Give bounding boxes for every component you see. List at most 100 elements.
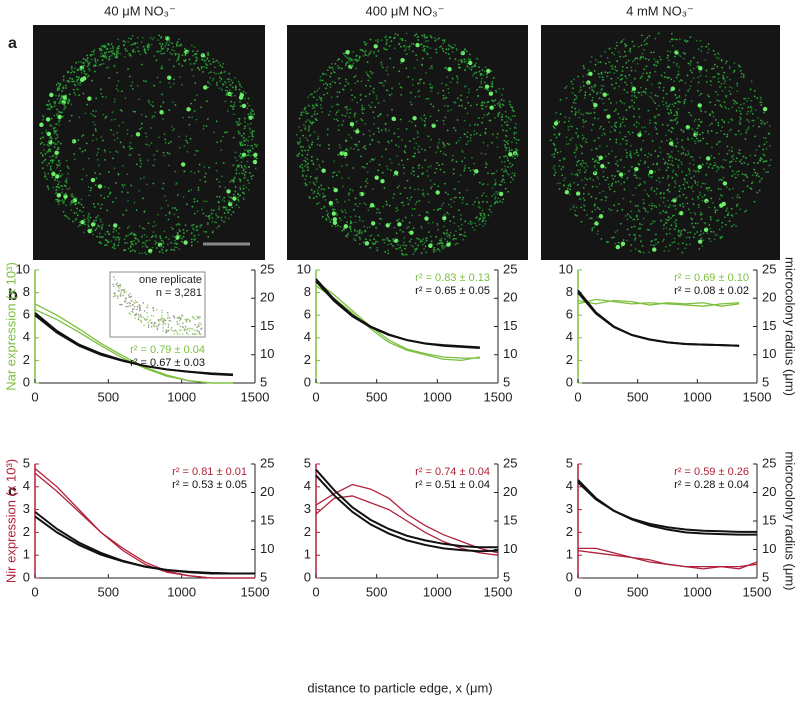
colony <box>127 192 129 194</box>
colony <box>423 114 425 116</box>
colony <box>118 125 120 127</box>
colony <box>99 218 101 220</box>
inset-dot <box>147 322 149 324</box>
colony <box>693 236 695 238</box>
colony <box>141 41 143 43</box>
colony <box>674 180 676 182</box>
inset-dot <box>153 315 155 317</box>
colony <box>490 91 492 93</box>
colony <box>149 239 151 241</box>
colony <box>314 177 316 179</box>
colony <box>227 212 229 214</box>
colony <box>583 85 585 87</box>
colony <box>729 188 731 190</box>
colony <box>79 84 81 86</box>
colony <box>64 198 66 200</box>
colony <box>572 92 574 94</box>
colony <box>731 156 733 158</box>
inset-dot <box>132 304 134 306</box>
colony <box>59 181 61 183</box>
colony <box>422 172 424 174</box>
colony <box>411 43 413 45</box>
colony <box>676 113 678 115</box>
colony <box>740 104 742 106</box>
colony <box>585 169 587 171</box>
colony <box>745 175 747 177</box>
colony <box>606 109 608 111</box>
colony <box>514 157 516 159</box>
colony <box>238 206 240 208</box>
colony <box>707 52 709 54</box>
inset-dot <box>127 306 129 308</box>
colony <box>90 189 92 191</box>
colony <box>567 188 569 190</box>
colony <box>650 240 652 242</box>
colony <box>354 82 356 84</box>
colony <box>477 95 479 97</box>
colony <box>96 154 98 156</box>
colony <box>107 43 109 45</box>
colony <box>653 58 655 60</box>
colony <box>200 106 202 108</box>
colony <box>579 169 581 171</box>
colony <box>444 238 446 240</box>
colony <box>402 220 404 222</box>
colony <box>367 209 369 211</box>
colony <box>97 203 99 205</box>
inset-dot <box>131 311 133 313</box>
colony <box>375 55 377 57</box>
colony <box>460 137 462 139</box>
colony <box>566 85 568 87</box>
colony <box>331 225 333 227</box>
colony <box>201 59 203 61</box>
colony <box>356 231 358 233</box>
colony <box>87 222 89 224</box>
colony <box>219 186 221 188</box>
colony <box>707 190 709 192</box>
colony <box>474 229 476 231</box>
colony <box>359 216 361 218</box>
colony <box>666 105 668 107</box>
colony <box>697 62 699 64</box>
colony <box>146 136 148 138</box>
colony <box>612 178 614 180</box>
colony <box>599 97 601 99</box>
colony <box>196 119 198 121</box>
colony <box>590 196 592 198</box>
colony <box>484 217 486 219</box>
colony <box>397 209 399 211</box>
colony <box>416 59 418 61</box>
colony <box>228 81 230 83</box>
colony <box>329 221 331 223</box>
colony <box>441 82 443 84</box>
colony <box>635 248 637 250</box>
colony <box>455 58 457 60</box>
colony <box>108 233 110 235</box>
colony <box>134 251 136 253</box>
colony <box>334 171 336 173</box>
colony <box>676 197 678 199</box>
colony <box>467 112 469 114</box>
colony <box>327 69 329 71</box>
colony <box>197 50 199 52</box>
colony <box>369 239 371 241</box>
colony <box>669 228 671 230</box>
colony <box>212 79 214 81</box>
colony <box>111 119 113 121</box>
colony <box>678 96 680 98</box>
colony <box>677 108 679 110</box>
colony <box>132 249 134 251</box>
colony <box>180 45 182 47</box>
colony <box>427 40 429 42</box>
colony <box>142 227 144 229</box>
colony <box>629 48 631 50</box>
y2-tick-label: 10 <box>503 541 517 556</box>
colony <box>218 87 220 89</box>
colony <box>369 130 371 132</box>
colony <box>112 111 114 113</box>
colony <box>655 95 657 97</box>
colony <box>365 50 367 52</box>
colony <box>580 207 582 209</box>
colony <box>765 137 767 139</box>
colony <box>465 236 467 238</box>
